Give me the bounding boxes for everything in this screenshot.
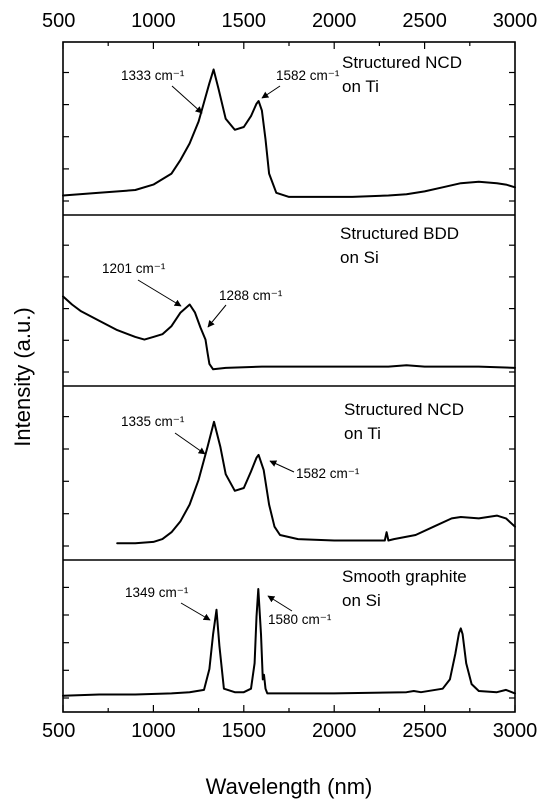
panel-4-label-line-1: Smooth graphite	[342, 567, 467, 586]
annotation-1288: 1288 cm⁻¹	[219, 288, 283, 303]
annotation-arrow-1580	[267, 595, 293, 612]
annotation-arrow-1335	[174, 432, 206, 455]
annotation-1582: 1582 cm⁻¹	[276, 68, 340, 83]
annotation-arrow-1333	[171, 85, 203, 114]
panel-3-label-line-1: Structured NCD	[344, 400, 464, 419]
annotation-arrow-1582	[261, 85, 281, 99]
spectrum-line-1	[62, 68, 516, 198]
x-tick-label-top: 2000	[312, 10, 357, 32]
x-axis-label: Wavelength (nm)	[206, 774, 373, 799]
panel-2-structured-bdd-si: Structured BDD on Si 1201 cm⁻¹ 1288 cm⁻¹	[62, 224, 516, 371]
x-tick-labels-bottom: 500 1000 1500 2000 2500 3000	[42, 720, 537, 742]
x-tick-label-top: 2500	[402, 10, 447, 32]
panel-4-label-line-2: on Si	[342, 591, 381, 610]
annotation-1580: 1580 cm⁻¹	[268, 612, 332, 627]
panel-1-label-line-2: on Ti	[342, 77, 379, 96]
annotation-1582b: 1582 cm⁻¹	[296, 466, 360, 481]
x-tick-label-bottom: 500	[42, 720, 75, 742]
x-tick-labels-top: 500 1000 1500 2000 2500 3000	[42, 10, 537, 32]
annotation-arrow-1288	[207, 304, 227, 328]
spectrum-line-2	[62, 295, 516, 371]
panel-3-label-line-2: on Ti	[344, 424, 381, 443]
x-tick-label-bottom: 3000	[493, 720, 538, 742]
annotation-1201: 1201 cm⁻¹	[102, 261, 166, 276]
panel-3-structured-ncd-ti: Structured NCD on Ti 1335 cm⁻¹ 1582 cm⁻¹	[116, 400, 516, 545]
annotation-arrow-1349	[180, 602, 211, 621]
annotation-arrow-1582b	[269, 460, 295, 473]
y-axis-label: Intensity (a.u.)	[10, 307, 35, 446]
x-tick-label-bottom: 2000	[312, 720, 357, 742]
panel-2-label-line-1: Structured BDD	[340, 224, 459, 243]
x-tick-label-top: 3000	[493, 10, 538, 32]
panel-1-label-line-1: Structured NCD	[342, 53, 462, 72]
panel-1-structured-ncd-ti: Structured NCD on Ti 1333 cm⁻¹ 1582 cm⁻¹	[62, 53, 516, 198]
x-tick-label-bottom: 1000	[131, 720, 176, 742]
annotation-1335: 1335 cm⁻¹	[121, 414, 185, 429]
axis-ticks	[62, 42, 516, 712]
x-tick-label-top: 1500	[222, 10, 267, 32]
panel-4-smooth-graphite-si: Smooth graphite on Si 1349 cm⁻¹ 1580 cm⁻…	[62, 567, 516, 697]
x-tick-label-bottom: 2500	[402, 720, 447, 742]
x-tick-label-top: 500	[42, 10, 75, 32]
annotation-1333: 1333 cm⁻¹	[121, 68, 185, 83]
annotation-1349: 1349 cm⁻¹	[125, 585, 189, 600]
annotation-arrow-1201	[137, 279, 182, 307]
panel-2-label-line-2: on Si	[340, 248, 379, 267]
x-tick-label-bottom: 1500	[222, 720, 267, 742]
spectrum-line-3	[116, 420, 516, 545]
x-tick-label-top: 1000	[131, 10, 176, 32]
spectrum-line-4	[62, 588, 516, 697]
